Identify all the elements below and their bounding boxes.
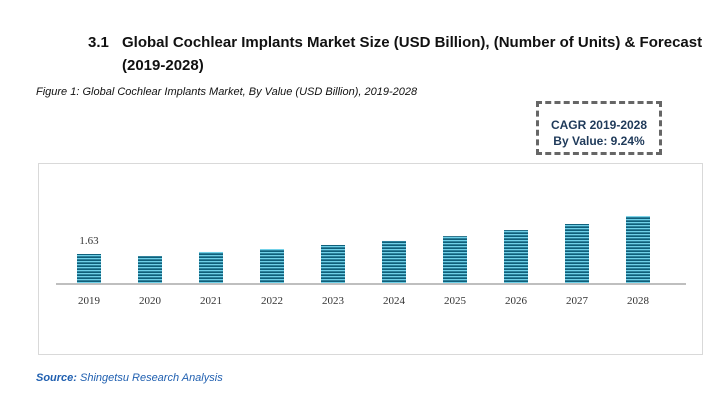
bar-2019 — [77, 254, 101, 284]
bar-2024 — [382, 240, 406, 284]
bar-2023 — [321, 244, 345, 284]
bar-2028 — [626, 216, 650, 284]
x-tick-label: 2023 — [322, 295, 345, 307]
cagr-period: CAGR 2019-2028 — [550, 118, 648, 132]
bar-2022 — [260, 249, 284, 284]
x-tick-label: 2027 — [566, 295, 589, 307]
source-note: Source: Shingetsu Research Analysis — [36, 372, 223, 384]
bar-2025 — [443, 236, 467, 284]
x-tick-label: 2028 — [627, 295, 650, 307]
bar-2027 — [565, 224, 589, 284]
chart-area: 2019 1.63 2020 2021 2022 2023 2024 2025 2026 2027… — [38, 163, 703, 355]
cagr-value: By Value: 9.24% — [553, 134, 645, 148]
section-number: 3.1 — [88, 34, 109, 51]
data-label: 1.63 — [79, 235, 99, 247]
source-label: Source: — [36, 372, 77, 384]
x-tick-label: 2025 — [444, 295, 467, 307]
x-tick-label: 2020 — [139, 295, 162, 307]
bar-2026 — [504, 230, 528, 284]
x-tick-label: 2021 — [200, 295, 222, 307]
x-tick-label: 2026 — [505, 295, 528, 307]
bar-chart: 2019 1.63 2020 2021 2022 2023 2024 2025 2026 2027… — [56, 216, 686, 307]
x-tick-label: 2019 — [78, 295, 101, 307]
cagr-box: CAGR 2019-2028 By Value: 9.24% — [536, 101, 662, 155]
bar-2020 — [138, 256, 162, 284]
x-tick-label: 2024 — [383, 295, 406, 307]
section-title: Global Cochlear Implants Market Size (US… — [122, 34, 703, 74]
bar-2021 — [199, 251, 223, 284]
source-text: Shingetsu Research Analysis — [76, 372, 223, 384]
x-tick-label: 2022 — [261, 295, 283, 307]
figure-caption: Figure 1: Global Cochlear Implants Marke… — [36, 86, 418, 98]
